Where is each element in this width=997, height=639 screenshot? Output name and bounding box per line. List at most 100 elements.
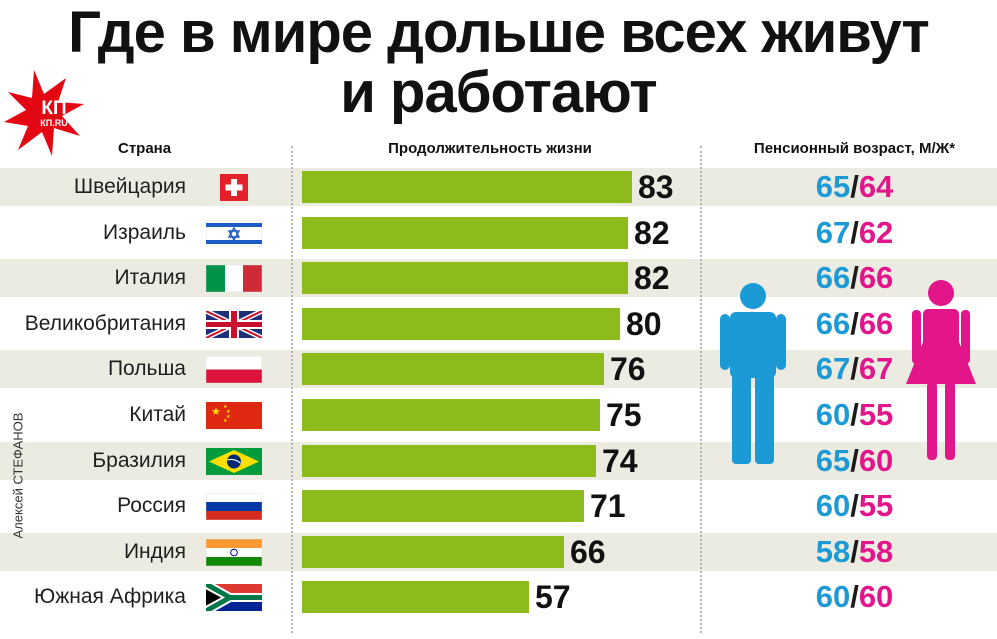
retirement-age-female: 67: [858, 351, 894, 386]
retirement-age-male: 60: [815, 488, 851, 523]
retirement-age-separator: /: [850, 579, 859, 614]
life-expectancy-bar: [302, 262, 628, 294]
chart-row: Китай ★ ★ ★ ★ ★ 75 60/55: [0, 396, 997, 434]
author-credit: Алексей СТЕФАНОВ: [10, 412, 26, 539]
retirement-age-female: 60: [858, 443, 894, 478]
retirement-age-value: 67/67: [712, 350, 997, 388]
italy-flag-icon: [206, 265, 262, 292]
bar-value-label: 83: [638, 169, 674, 205]
retirement-age-value: 60/55: [712, 396, 997, 434]
retirement-age-value: 60/55: [712, 487, 997, 525]
bar-value-label: 71: [590, 488, 626, 524]
header-retirement-age: Пенсионный возраст, М/Ж*: [753, 140, 956, 157]
male-figure-icon: [720, 283, 786, 464]
svg-text:★: ★: [211, 406, 221, 418]
country-label: Швейцария: [73, 175, 186, 198]
retirement-age-male: 67: [815, 215, 851, 250]
india-flag-icon: [206, 539, 262, 566]
column-divider: [700, 146, 702, 633]
retirement-age-value: 60/60: [712, 578, 997, 616]
page-title-line2: и работают: [340, 60, 657, 125]
chart-row: Израиль 82 67/62: [0, 214, 997, 252]
retirement-age-male: 67: [815, 351, 851, 386]
retirement-age-separator: /: [850, 443, 859, 478]
retirement-age-male: 58: [815, 534, 851, 569]
country-label: Индия: [123, 540, 186, 563]
uk-flag-icon: [206, 311, 262, 338]
retirement-age-male: 66: [815, 260, 851, 295]
bar-value-label: 57: [535, 579, 571, 615]
country-label: Италия: [114, 266, 186, 289]
life-expectancy-bar: [302, 536, 564, 568]
life-expectancy-bar: [302, 490, 584, 522]
country-label: Китай: [129, 403, 186, 426]
poland-flag-icon: [206, 356, 262, 383]
retirement-age-separator: /: [850, 397, 859, 432]
header-life-expectancy: Продолжительность жизни: [388, 140, 592, 157]
chart-row: Южная Африка 57 60/60: [0, 578, 997, 616]
retirement-age-male: 66: [815, 306, 851, 341]
page-title-line1: Где в мире дольше всех живут: [68, 0, 930, 65]
kp-logo: [4, 70, 84, 156]
retirement-age-male: 65: [815, 443, 851, 478]
retirement-age-separator: /: [850, 534, 859, 569]
life-expectancy-bar: [302, 308, 620, 340]
retirement-age-value: 65/64: [712, 168, 997, 206]
retirement-age-separator: /: [850, 488, 859, 523]
chart-row: Бразилия 74 65/60: [0, 442, 997, 480]
bar-value-label: 82: [634, 215, 670, 251]
country-label: Южная Африка: [33, 585, 186, 608]
retirement-age-female: 55: [858, 488, 894, 523]
life-expectancy-bar: [302, 171, 632, 203]
bar-value-label: 80: [626, 306, 662, 342]
svg-text:★: ★: [226, 414, 231, 420]
retirement-age-female: 58: [858, 534, 894, 569]
chart-row: Россия 71 60/55: [0, 487, 997, 525]
retirement-age-male: 60: [815, 397, 851, 432]
chart-row: Польша 76 67/67: [0, 350, 997, 388]
retirement-age-female: 66: [858, 260, 894, 295]
logo-text: КП: [41, 98, 67, 119]
country-label: Бразилия: [92, 449, 186, 472]
retirement-age-value: 66/66: [712, 259, 997, 297]
retirement-age-female: 66: [858, 306, 894, 341]
life-expectancy-bar: [302, 445, 596, 477]
south-africa-flag-icon: [206, 584, 262, 611]
country-label: Россия: [117, 494, 186, 517]
russia-flag-icon: [206, 493, 262, 520]
logo-subtext: КП.RU: [40, 118, 68, 128]
retirement-age-separator: /: [850, 215, 859, 250]
life-expectancy-bar: [302, 399, 600, 431]
country-label: Израиль: [102, 221, 186, 244]
svg-text:★: ★: [223, 418, 228, 424]
israel-flag-icon: [206, 220, 262, 247]
chart-row: Италия 82 66/66: [0, 259, 997, 297]
bar-value-label: 76: [610, 351, 646, 387]
country-label: Великобритания: [24, 312, 186, 335]
retirement-age-value: 58/58: [712, 533, 997, 571]
chart-row: Индия 66 58/58: [0, 533, 997, 571]
retirement-age-male: 65: [815, 169, 851, 204]
retirement-age-value: 66/66: [712, 305, 997, 343]
bar-value-label: 74: [602, 443, 638, 479]
retirement-age-male: 60: [815, 579, 851, 614]
retirement-age-female: 55: [858, 397, 894, 432]
life-expectancy-bar: [302, 353, 604, 385]
retirement-age-separator: /: [850, 260, 859, 295]
retirement-age-value: 67/62: [712, 214, 997, 252]
retirement-age-separator: /: [850, 351, 859, 386]
retirement-age-value: 65/60: [712, 442, 997, 480]
svg-text:★: ★: [226, 409, 231, 415]
female-figure-icon: [906, 280, 976, 460]
life-expectancy-bar: [302, 581, 529, 613]
retirement-age-separator: /: [850, 169, 859, 204]
brazil-flag-icon: [206, 448, 262, 475]
retirement-age-female: 60: [858, 579, 894, 614]
column-divider: [291, 146, 293, 633]
retirement-age-female: 64: [858, 169, 894, 204]
svg-text:★: ★: [223, 404, 228, 410]
chart-row: Швейцария 83 65/64: [0, 168, 997, 206]
china-flag-icon: ★ ★ ★ ★ ★: [206, 402, 262, 429]
header-country: Страна: [118, 140, 172, 157]
bar-value-label: 75: [606, 397, 642, 433]
